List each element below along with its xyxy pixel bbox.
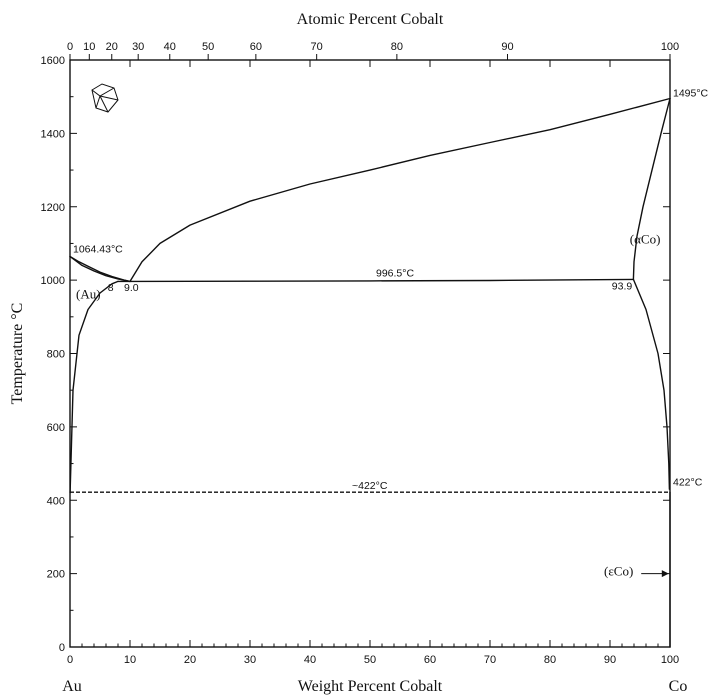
x-tick-label: 100 (661, 654, 679, 666)
y-tick-label: 800 (47, 349, 65, 361)
y-tick-label: 1400 (41, 128, 65, 140)
top-tick-label: 100 (661, 41, 679, 53)
top-tick-label: 80 (391, 41, 403, 53)
top-tick-label: 40 (164, 41, 176, 53)
top-tick-label: 70 (311, 41, 323, 53)
y-tick-label: 400 (47, 495, 65, 507)
annotation-label: 93.9 (612, 280, 633, 292)
top-tick-label: 60 (250, 41, 262, 53)
phase-label: (αCo) (630, 231, 661, 246)
x-axis-title: Weight Percent Cobalt (298, 678, 443, 695)
annotation-label: 1495°C (673, 88, 709, 100)
y-tick-label: 0 (59, 642, 65, 654)
phase-boundary-3 (129, 97, 671, 283)
top-tick-label: 0 (67, 41, 73, 53)
crystal-icon-stroke (99, 95, 119, 101)
annotation-label: ~422°C (352, 480, 388, 492)
phase-boundary-7 (632, 278, 671, 490)
top-tick-label: 10 (83, 41, 95, 53)
annotation-label: 996.5°C (376, 267, 414, 279)
y-tick-label: 1200 (41, 202, 65, 214)
annotation-label: 9.0 (124, 282, 139, 294)
x-tick-label: 80 (544, 654, 556, 666)
phase-boundary-1 (69, 255, 131, 283)
y-tick-label: 1600 (41, 55, 65, 67)
crystal-structure-icon (91, 83, 119, 113)
top-tick-label: 30 (132, 41, 144, 53)
y-tick-label: 200 (47, 569, 65, 581)
annotation-label: 8 (108, 282, 114, 294)
endpoint-label-co: Co (669, 678, 688, 695)
x-tick-label: 50 (364, 654, 376, 666)
top-tick-label: 90 (501, 41, 513, 53)
phase-label: (Au) (76, 286, 101, 301)
plot-frame (69, 59, 671, 648)
phase-boundary-6 (632, 97, 671, 281)
phase-label: (εCo) (604, 563, 633, 578)
x-tick-label: 60 (424, 654, 436, 666)
x-tick-label: 0 (67, 654, 73, 666)
x-tick-label: 70 (484, 654, 496, 666)
crystal-icon-stroke (91, 87, 115, 97)
crystal-icon-stroke (95, 95, 101, 109)
x-tick-label: 90 (604, 654, 616, 666)
top-tick-label: 50 (202, 41, 214, 53)
x-tick-label: 40 (304, 654, 316, 666)
annotation-label: 1064.43°C (73, 244, 123, 256)
annotation-label: 422°C (673, 477, 703, 489)
top-axis-title: Atomic Percent Cobalt (297, 11, 444, 28)
x-tick-label: 30 (244, 654, 256, 666)
crystal-icon-stroke (99, 95, 109, 113)
endpoint-label-au: Au (62, 678, 82, 695)
epsilon-co-arrow-head (661, 570, 669, 578)
x-tick-label: 10 (124, 654, 136, 666)
top-tick-label: 20 (106, 41, 118, 53)
y-tick-label: 600 (47, 422, 65, 434)
phase-boundary-4 (69, 280, 119, 494)
phase-boundary-2 (69, 255, 131, 283)
y-tick-label: 1000 (41, 275, 65, 287)
x-tick-label: 20 (184, 654, 196, 666)
y-axis-title: Temperature °C (9, 303, 26, 405)
phase-boundary-5 (117, 278, 635, 283)
